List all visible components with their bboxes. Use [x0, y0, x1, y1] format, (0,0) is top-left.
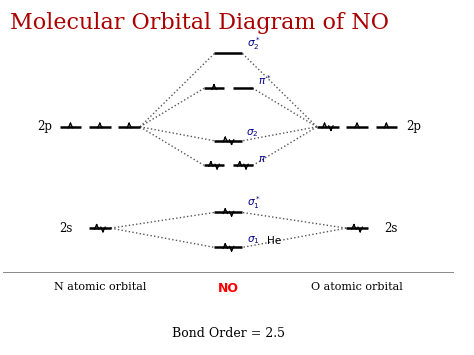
- Text: 2s: 2s: [384, 222, 398, 235]
- Text: 2s: 2s: [59, 222, 73, 235]
- Text: $\pi$: $\pi$: [258, 153, 266, 164]
- Text: Molecular Orbital Diagram of NO: Molecular Orbital Diagram of NO: [9, 11, 389, 33]
- Text: 2p: 2p: [407, 120, 422, 133]
- Text: He: He: [267, 236, 281, 246]
- Text: N atomic orbital: N atomic orbital: [54, 282, 146, 292]
- Text: 2p: 2p: [37, 120, 53, 133]
- Text: $\sigma_1$: $\sigma_1$: [247, 234, 260, 246]
- Text: $\sigma_2^*$: $\sigma_2^*$: [247, 35, 261, 52]
- Text: NO: NO: [218, 282, 239, 295]
- Text: O atomic orbital: O atomic orbital: [311, 282, 403, 292]
- Text: $\pi^*$: $\pi^*$: [258, 73, 271, 87]
- Text: $\sigma_1^*$: $\sigma_1^*$: [247, 194, 261, 211]
- Text: Bond Order = 2.5: Bond Order = 2.5: [172, 327, 285, 339]
- Text: $\sigma_2$: $\sigma_2$: [246, 127, 258, 139]
